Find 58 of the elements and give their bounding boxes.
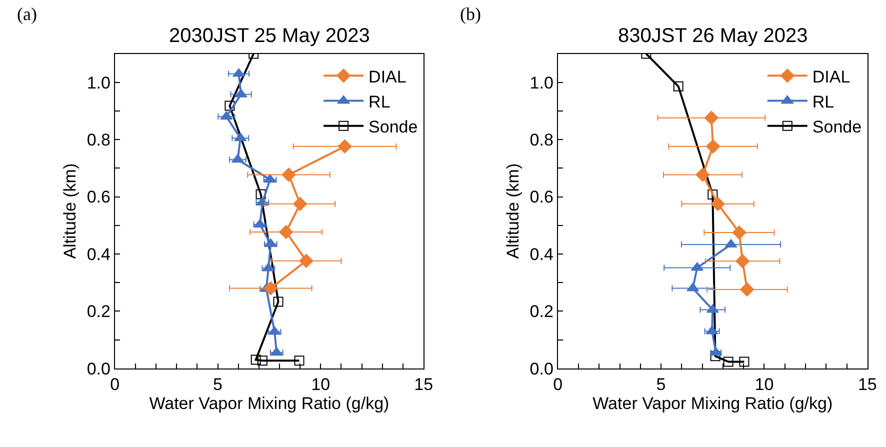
y-tick-label: 0.4 [86,244,110,264]
y-axis-title: Altitude (km) [503,163,522,259]
point [723,356,734,367]
y-tick-label: 1.0 [530,73,554,92]
x-axis-title: Water Vapor Mixing Ratio (g/kg) [149,394,390,414]
point [338,139,352,154]
point [279,224,294,239]
y-tick-label: 0.2 [530,302,554,322]
y-tick-label: 0.2 [86,302,110,322]
x-axis-title: Water Vapor Mixing Ratio (g/kg) [592,394,833,414]
legend-label: DIAL [812,67,850,86]
legend-label: Sonde [812,118,862,136]
point [273,296,284,307]
legend-label: RL [368,92,390,112]
y-tick-label: 0.0 [86,359,110,378]
x-tick-label: 0 [110,374,120,394]
x-tick-label: 0 [553,374,563,394]
point [740,282,754,296]
x-tick-label: 15 [858,374,877,394]
point [299,254,314,268]
point [739,356,750,367]
legend-label: Sonde [368,118,418,136]
chart-title: 830JST 26 May 2023 [618,25,808,47]
point [293,196,308,211]
point [736,254,750,268]
text: (a) [17,4,37,24]
point [732,226,746,240]
y-tick-label: 0.8 [530,130,554,150]
point [264,281,278,296]
legend-label: RL [812,92,834,112]
x-tick-label: 10 [311,374,330,394]
y-tick-label: 0.6 [86,188,110,207]
point [710,196,725,211]
y-tick-label: 1.0 [86,73,110,92]
y-tick-label: 0.8 [86,130,110,150]
point [704,110,718,125]
point [294,356,304,366]
point [250,354,261,365]
y-tick-label: 0.4 [530,244,554,264]
point [224,100,235,111]
point [708,189,718,200]
point [673,81,684,92]
y-tick-label: 0.6 [530,188,554,207]
legend-label: DIAL [368,67,406,86]
y-axis-title: Altitude (km) [60,163,80,259]
y-tick-label: 0.0 [530,359,554,378]
point [282,168,296,182]
x-tick-label: 10 [754,374,774,394]
point [256,189,266,200]
point [696,168,710,182]
x-tick-label: 15 [414,374,434,394]
point [710,351,720,362]
text: (b) [460,4,481,24]
chart-title: 2030JST 25 May 2023 [169,25,370,47]
x-tick-label: 5 [656,374,666,394]
x-tick-label: 5 [213,374,223,394]
point [706,139,720,154]
point [257,356,268,366]
